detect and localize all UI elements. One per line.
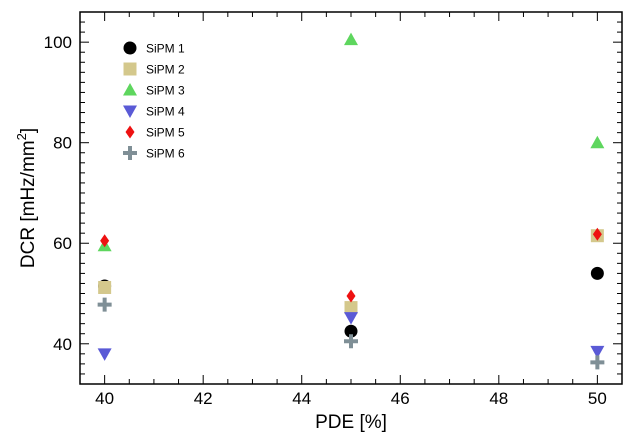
data-point-sipm-4 bbox=[590, 345, 605, 359]
data-point-sipm-5 bbox=[346, 289, 356, 303]
data-point-sipm-5 bbox=[592, 227, 602, 241]
legend-label: SiPM 5 bbox=[146, 126, 185, 140]
legend-marker-sipm-1 bbox=[123, 41, 137, 55]
x-tick-label: 44 bbox=[292, 389, 311, 408]
legend-marker-sipm-5 bbox=[125, 125, 135, 139]
x-axis-label: PDE [%] bbox=[315, 412, 387, 432]
legend-marker-sipm-6 bbox=[123, 146, 137, 160]
x-tick-labels: 40 42 44 46 48 50 bbox=[95, 389, 607, 408]
legend-marker-sipm-4 bbox=[123, 105, 137, 118]
data-point-sipm-6 bbox=[344, 334, 358, 349]
data-point-sipm-2 bbox=[344, 301, 358, 315]
data-point-sipm-4 bbox=[344, 312, 358, 325]
y-axis-label-close: ] bbox=[18, 128, 39, 133]
legend-label: SiPM 2 bbox=[146, 63, 185, 77]
y-tick-labels: 40 60 80 100 bbox=[44, 33, 72, 354]
y-tick-label: 40 bbox=[53, 335, 72, 354]
y-tick-label: 60 bbox=[53, 234, 72, 253]
y-axis-label: DCR [mHz/mm2] bbox=[14, 128, 39, 268]
x-tick-label: 40 bbox=[95, 389, 114, 408]
x-tick-label: 46 bbox=[391, 389, 410, 408]
data-point-sipm-1 bbox=[590, 266, 604, 280]
data-point-sipm-2 bbox=[98, 280, 112, 294]
data-point-sipm-4 bbox=[97, 348, 112, 361]
legend-label: SiPM 6 bbox=[146, 147, 185, 161]
legend: SiPM 1 SiPM 2 SiPM 3 SiPM 4 SiPM 5 SiPM 6 bbox=[123, 41, 185, 161]
data-point-sipm-6 bbox=[590, 355, 605, 370]
legend-label: SiPM 3 bbox=[146, 84, 185, 98]
data-point-sipm-1 bbox=[344, 324, 358, 338]
legend-marker-sipm-2 bbox=[123, 62, 137, 76]
legend-marker-sipm-3 bbox=[123, 83, 137, 96]
data-point-sipm-3 bbox=[590, 135, 605, 149]
x-tick-label: 48 bbox=[489, 389, 508, 408]
data-point-sipm-6 bbox=[97, 297, 112, 312]
plot-frame bbox=[79, 11, 623, 385]
y-axis-label-superscript: 2 bbox=[14, 133, 29, 140]
y-tick-label: 100 bbox=[44, 33, 72, 52]
y-tick-label: 80 bbox=[53, 134, 72, 153]
x-tick-label: 50 bbox=[588, 389, 607, 408]
axis-ticks bbox=[80, 12, 622, 384]
legend-label: SiPM 4 bbox=[146, 105, 185, 119]
data-point-sipm-3 bbox=[344, 32, 358, 46]
y-axis-label-main: DCR [mHz/mm bbox=[18, 140, 39, 268]
x-tick-label: 42 bbox=[194, 389, 213, 408]
legend-label: SiPM 1 bbox=[146, 42, 185, 56]
data-points bbox=[97, 32, 605, 370]
data-point-sipm-5 bbox=[100, 234, 110, 248]
